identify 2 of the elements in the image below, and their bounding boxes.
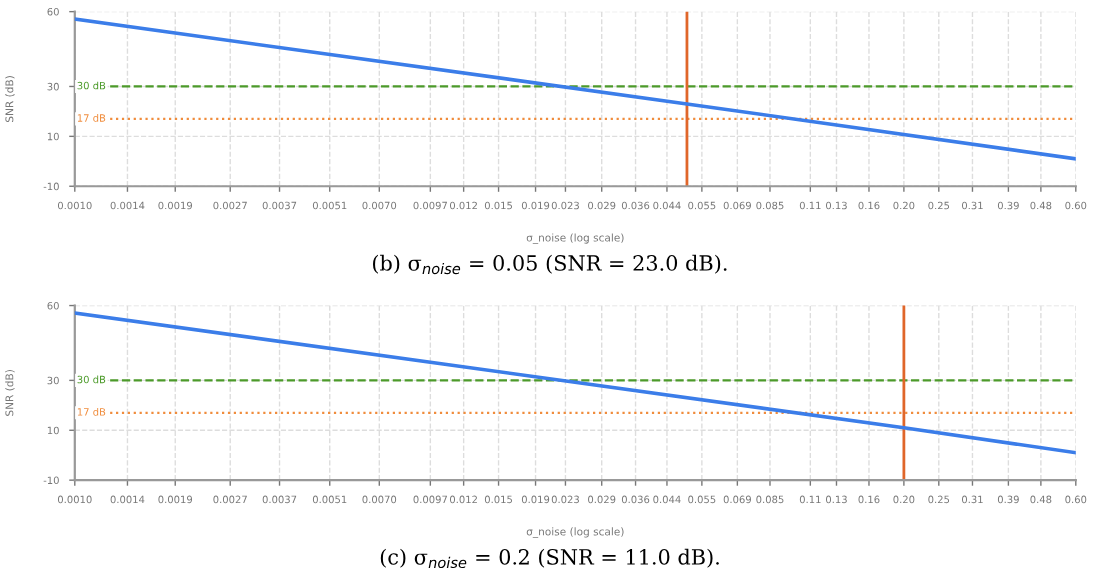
text: (b) σ$_{noise}$ = 0.05 (SNR = 23.0 dB). <box>373 254 727 275</box>
text: (c) σ$_{noise}$ = 0.2 (SNR = 11.0 dB). <box>380 548 719 569</box>
